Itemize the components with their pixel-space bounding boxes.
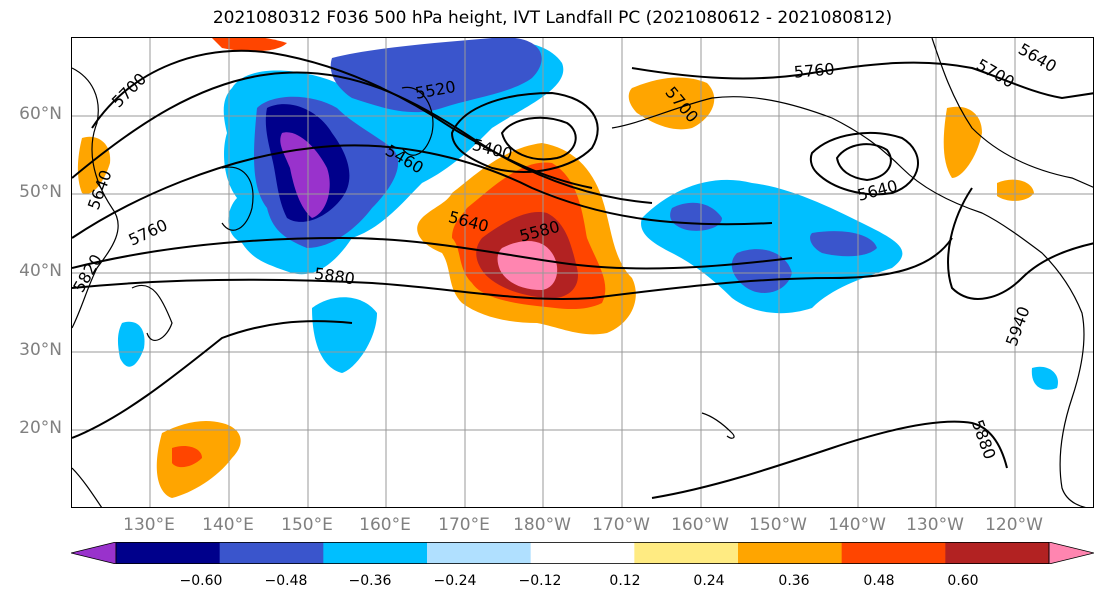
colorbar (70, 541, 1095, 565)
contour-label: 5880 (968, 417, 1000, 462)
lon-label: 150°E (281, 515, 333, 535)
lon-label: 170°W (592, 515, 650, 535)
contour-label: 5640 (855, 176, 899, 205)
lat-label-40n: 40°N (19, 261, 62, 281)
colorbar-tick-label: −0.60 (179, 573, 223, 589)
colorbar-segment (116, 542, 221, 564)
lon-label: 150°W (749, 515, 807, 535)
lon-label: 180°W (513, 515, 571, 535)
map-panel: 5700 5520 5460 5400 5580 5640 5760 5880 … (71, 37, 1094, 508)
lat-label-50n: 50°N (19, 182, 62, 202)
colorbar-segment (219, 542, 324, 564)
colorbar-svg (70, 541, 1095, 565)
contour-label: 5400 (470, 135, 514, 164)
colorbar-tick-label: −0.12 (518, 573, 562, 589)
contour-label: 5700 (973, 55, 1018, 92)
contour-label: 5940 (1002, 304, 1034, 349)
contour-label: 5760 (126, 215, 171, 249)
colorbar-tick-label: −0.36 (348, 573, 392, 589)
colorbar-extend-high (1048, 541, 1095, 565)
colorbar-segment (427, 542, 532, 564)
colorbar-tick-label: 0.24 (693, 573, 725, 589)
contour-label: 5880 (313, 264, 356, 288)
colorbar-outline (115, 542, 1050, 564)
ivt-shading (77, 38, 1058, 498)
colorbar-tick-label: 0.12 (609, 573, 641, 589)
lon-label: 130°E (123, 515, 175, 535)
colorbar-tick-label: 0.48 (863, 573, 895, 589)
colorbar-segment (945, 542, 1050, 564)
lat-label-60n: 60°N (19, 104, 62, 124)
lat-label-30n: 30°N (19, 340, 62, 360)
colorbar-segment (841, 542, 946, 564)
colorbar-tick-label: −0.48 (264, 573, 308, 589)
colorbar-segment (738, 542, 843, 564)
lon-label: 120°W (985, 515, 1043, 535)
lon-label: 130°W (906, 515, 964, 535)
lon-label: 140°W (828, 515, 886, 535)
map-title: 2021080312 F036 500 hPa height, IVT Land… (212, 8, 893, 28)
colorbar-segment (634, 542, 739, 564)
lon-label: 160°W (671, 515, 729, 535)
lon-label: 160°E (359, 515, 411, 535)
lon-label: 170°E (438, 515, 490, 535)
colorbar-extend-low (70, 541, 117, 565)
graticule (72, 38, 1093, 507)
contour-label: 5760 (793, 59, 835, 81)
coastlines (72, 38, 1093, 507)
colorbar-tick-label: 0.60 (947, 573, 979, 589)
colorbar-tick-label: −0.24 (433, 573, 477, 589)
height-contours (72, 49, 1093, 499)
lat-label-20n: 20°N (19, 418, 62, 438)
map-canvas: 5700 5520 5460 5400 5580 5640 5760 5880 … (72, 38, 1093, 507)
colorbar-tick-label: 0.36 (778, 573, 810, 589)
colorbar-segment (323, 542, 428, 564)
lon-label: 140°E (202, 515, 254, 535)
contour-label: 5640 (1015, 39, 1060, 76)
colorbar-segment (530, 542, 635, 564)
contour-label: 5700 (108, 69, 150, 111)
